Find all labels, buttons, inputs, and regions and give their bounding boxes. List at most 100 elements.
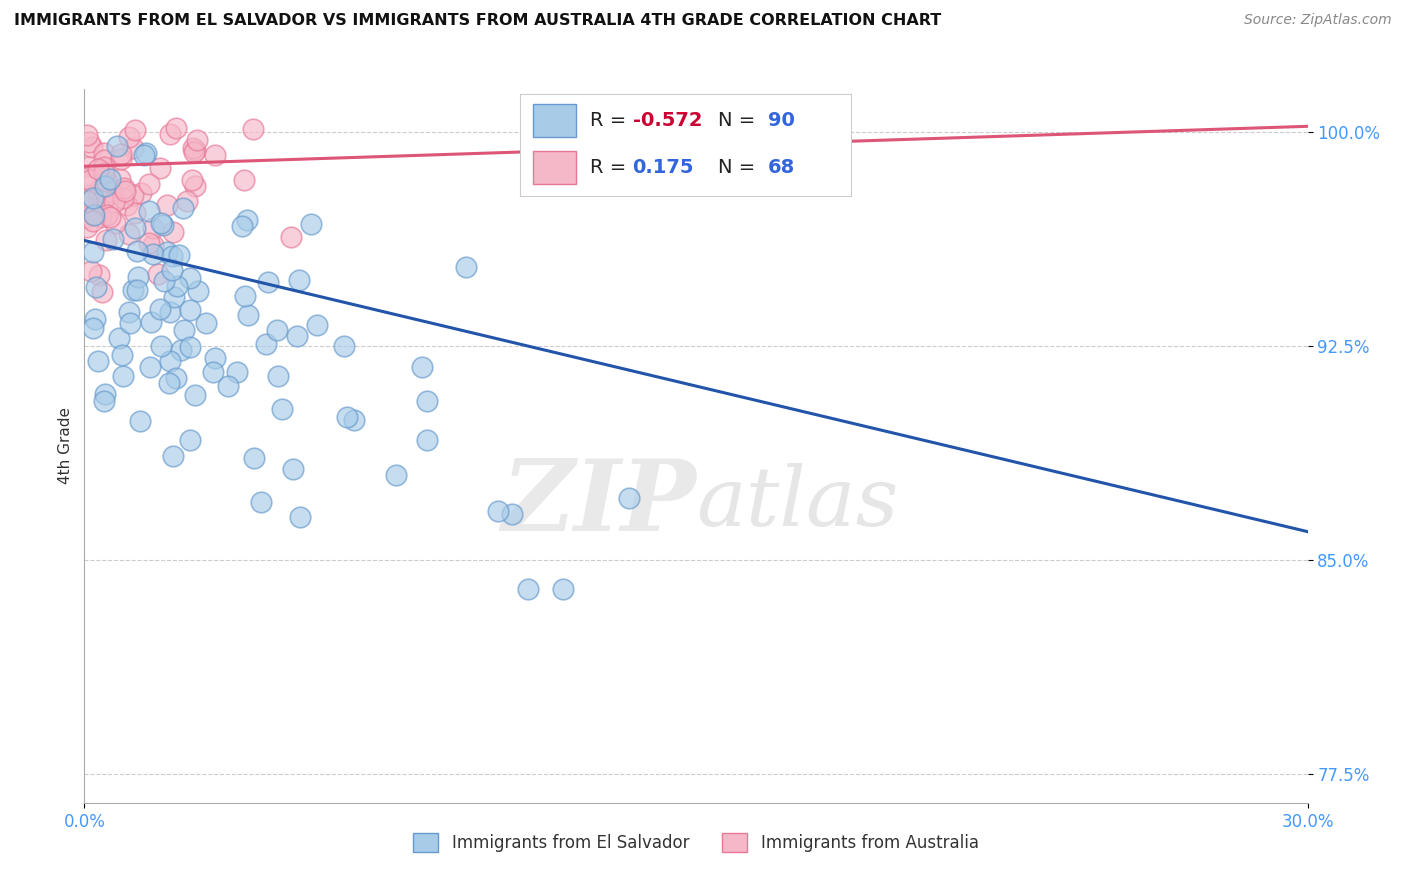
- Point: [149, 216, 172, 230]
- Point: [517, 582, 540, 596]
- Point: [176, 194, 198, 209]
- Point: [125, 244, 148, 258]
- Point: [104, 216, 127, 230]
- Point: [134, 147, 156, 161]
- Point: [288, 273, 311, 287]
- Point: [118, 305, 141, 319]
- Point: [87, 162, 110, 177]
- Point: [93, 153, 115, 167]
- Point: [94, 387, 117, 401]
- Point: [87, 184, 110, 198]
- Point: [290, 510, 312, 524]
- Point: [159, 305, 181, 319]
- Point: [238, 308, 260, 322]
- Point: [416, 433, 439, 447]
- Point: [110, 152, 132, 166]
- Point: [187, 284, 209, 298]
- Point: [124, 123, 146, 137]
- Point: [96, 208, 118, 222]
- Point: [162, 262, 184, 277]
- Point: [184, 179, 207, 194]
- Point: [139, 360, 162, 375]
- Point: [159, 128, 181, 142]
- Point: [184, 143, 207, 157]
- Point: [87, 197, 110, 211]
- Point: [226, 366, 249, 380]
- Point: [157, 376, 180, 391]
- Text: N =: N =: [718, 158, 762, 177]
- Point: [80, 139, 103, 153]
- Point: [111, 369, 134, 384]
- Point: [125, 283, 148, 297]
- Point: [115, 197, 138, 211]
- Text: 0.175: 0.175: [633, 158, 695, 177]
- Point: [93, 394, 115, 409]
- Point: [94, 233, 117, 247]
- Y-axis label: 4th Grade: 4th Grade: [58, 408, 73, 484]
- Point: [266, 369, 288, 384]
- Point: [456, 260, 478, 275]
- Point: [165, 120, 187, 135]
- Point: [501, 507, 523, 521]
- Point: [105, 139, 128, 153]
- Point: [127, 270, 149, 285]
- Point: [149, 339, 172, 353]
- Point: [90, 285, 112, 299]
- Point: [266, 323, 288, 337]
- Point: [122, 141, 145, 155]
- Point: [83, 208, 105, 222]
- Point: [486, 503, 509, 517]
- Point: [87, 353, 110, 368]
- Point: [76, 171, 98, 186]
- Point: [232, 173, 254, 187]
- Point: [79, 173, 101, 187]
- Point: [336, 410, 359, 425]
- Point: [118, 130, 141, 145]
- Point: [138, 235, 160, 250]
- Point: [233, 289, 256, 303]
- Point: [415, 394, 437, 409]
- Point: [101, 232, 124, 246]
- Point: [79, 135, 101, 149]
- Point: [179, 303, 201, 318]
- Text: 68: 68: [768, 158, 796, 177]
- Point: [280, 230, 302, 244]
- Point: [162, 449, 184, 463]
- Point: [179, 433, 201, 447]
- Point: [173, 323, 195, 337]
- Point: [283, 462, 305, 476]
- Point: [93, 160, 115, 174]
- Text: 90: 90: [768, 111, 794, 130]
- Point: [82, 213, 104, 227]
- Point: [249, 495, 271, 509]
- Bar: [533, 151, 576, 184]
- Point: [77, 188, 100, 202]
- Point: [138, 177, 160, 191]
- Point: [149, 161, 172, 175]
- Point: [129, 186, 152, 200]
- Point: [75, 210, 97, 224]
- Point: [242, 122, 264, 136]
- Legend: Immigrants from El Salvador, Immigrants from Australia: Immigrants from El Salvador, Immigrants …: [406, 827, 986, 859]
- Text: atlas: atlas: [696, 463, 898, 543]
- Point: [121, 284, 143, 298]
- Point: [156, 245, 179, 260]
- Point: [333, 339, 356, 353]
- Point: [180, 172, 202, 186]
- Point: [172, 201, 194, 215]
- Point: [82, 191, 104, 205]
- Point: [152, 218, 174, 232]
- Point: [76, 194, 98, 208]
- Point: [142, 237, 165, 252]
- Point: [114, 184, 136, 198]
- Point: [160, 249, 183, 263]
- Point: [271, 402, 294, 417]
- Point: [84, 280, 107, 294]
- Text: R =: R =: [589, 111, 633, 130]
- Point: [100, 185, 122, 199]
- Point: [107, 330, 129, 344]
- Point: [93, 145, 115, 160]
- Point: [108, 172, 131, 186]
- Point: [166, 279, 188, 293]
- Point: [79, 159, 101, 173]
